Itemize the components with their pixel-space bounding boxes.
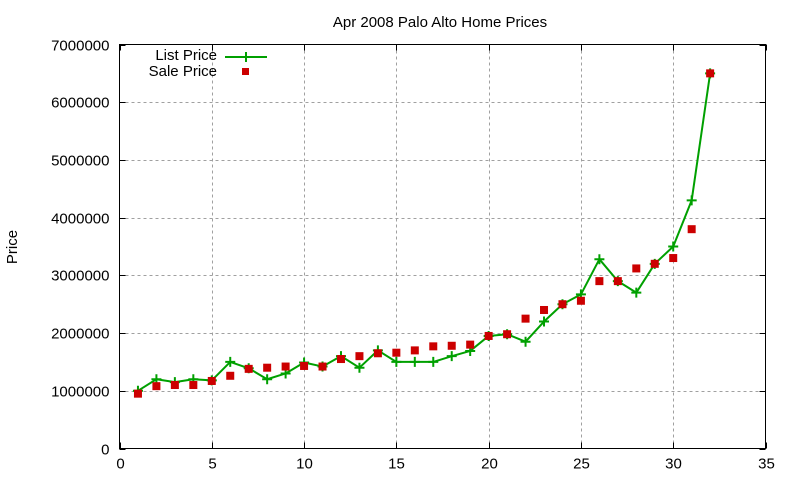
plus-marker-icon: [391, 356, 402, 367]
square-marker-icon: [189, 381, 198, 390]
square-marker-icon: [632, 264, 641, 273]
plus-marker-icon: [594, 254, 605, 265]
square-marker-icon: [429, 342, 438, 351]
square-marker-icon: [170, 381, 179, 390]
square-marker-icon: [318, 362, 327, 371]
y-tick-label: 1000000: [51, 384, 109, 401]
legend-plus-marker-icon: [241, 52, 251, 62]
square-marker-icon: [263, 363, 272, 372]
square-marker-icon: [503, 330, 512, 339]
legend-square-marker-icon: [242, 68, 249, 75]
x-tick-label: 10: [296, 456, 313, 473]
plus-marker-icon: [446, 351, 457, 362]
plus-marker-icon: [539, 316, 550, 327]
square-marker-icon: [133, 389, 142, 398]
x-tick-label: 0: [116, 456, 124, 473]
square-marker-icon: [484, 331, 493, 340]
x-tick-label: 25: [573, 456, 590, 473]
plus-marker-icon: [668, 241, 679, 252]
square-marker-icon: [336, 355, 345, 364]
legend: List Price Sale Price: [149, 47, 267, 80]
square-marker-icon: [669, 254, 678, 263]
x-tick-label: 5: [208, 456, 216, 473]
plus-marker-icon: [225, 356, 236, 367]
square-marker-icon: [244, 364, 253, 373]
legend-label-sale-price: Sale Price: [149, 63, 217, 80]
series-list-price: [132, 68, 716, 396]
square-marker-icon: [373, 349, 382, 358]
square-marker-icon: [687, 225, 696, 234]
plus-marker-icon: [520, 336, 531, 347]
y-tick-label: 0: [101, 442, 109, 459]
x-axis-ticks: 0 5 10 15 20 25 30 35: [116, 44, 775, 473]
plus-marker-icon: [631, 287, 642, 298]
y-tick-label: 5000000: [51, 153, 109, 170]
square-marker-icon: [281, 362, 290, 371]
x-tick-label: 20: [481, 456, 498, 473]
square-marker-icon: [447, 341, 456, 350]
square-marker-icon: [650, 259, 659, 268]
square-marker-icon: [521, 314, 530, 323]
square-marker-icon: [595, 277, 604, 286]
y-tick-label: 6000000: [51, 95, 109, 112]
square-marker-icon: [613, 277, 622, 286]
square-marker-icon: [558, 300, 567, 309]
square-marker-icon: [466, 340, 475, 349]
y-tick-label: 3000000: [51, 268, 109, 285]
plot-border: [119, 44, 766, 449]
square-marker-icon: [392, 348, 401, 357]
plus-marker-icon: [262, 374, 273, 385]
x-tick-label: 15: [388, 456, 405, 473]
x-tick-label: 30: [665, 456, 682, 473]
y-tick-label: 2000000: [51, 326, 109, 343]
plus-marker-icon: [354, 362, 365, 373]
y-axis-ticks: 0 1000000 2000000 3000000 4000000 5000000 6000…: [51, 38, 766, 459]
y-axis-label: Price: [4, 230, 21, 264]
plus-marker-icon: [409, 356, 420, 367]
square-marker-icon: [576, 296, 585, 305]
square-marker-icon: [355, 352, 364, 361]
data-series: [132, 68, 716, 398]
square-marker-icon: [706, 69, 715, 78]
series-sale-price: [133, 69, 715, 398]
square-marker-icon: [300, 361, 309, 370]
legend-label-list-price: List Price: [155, 47, 217, 64]
plus-marker-icon: [686, 195, 697, 206]
chart-title: Apr 2008 Palo Alto Home Prices: [333, 14, 547, 31]
plus-marker-icon: [428, 356, 439, 367]
square-marker-icon: [410, 346, 419, 355]
x-tick-label: 35: [758, 456, 775, 473]
square-marker-icon: [226, 371, 235, 380]
y-tick-label: 7000000: [51, 38, 109, 55]
square-marker-icon: [207, 376, 216, 385]
square-marker-icon: [152, 382, 161, 391]
square-marker-icon: [540, 305, 549, 314]
y-tick-label: 4000000: [51, 211, 109, 228]
